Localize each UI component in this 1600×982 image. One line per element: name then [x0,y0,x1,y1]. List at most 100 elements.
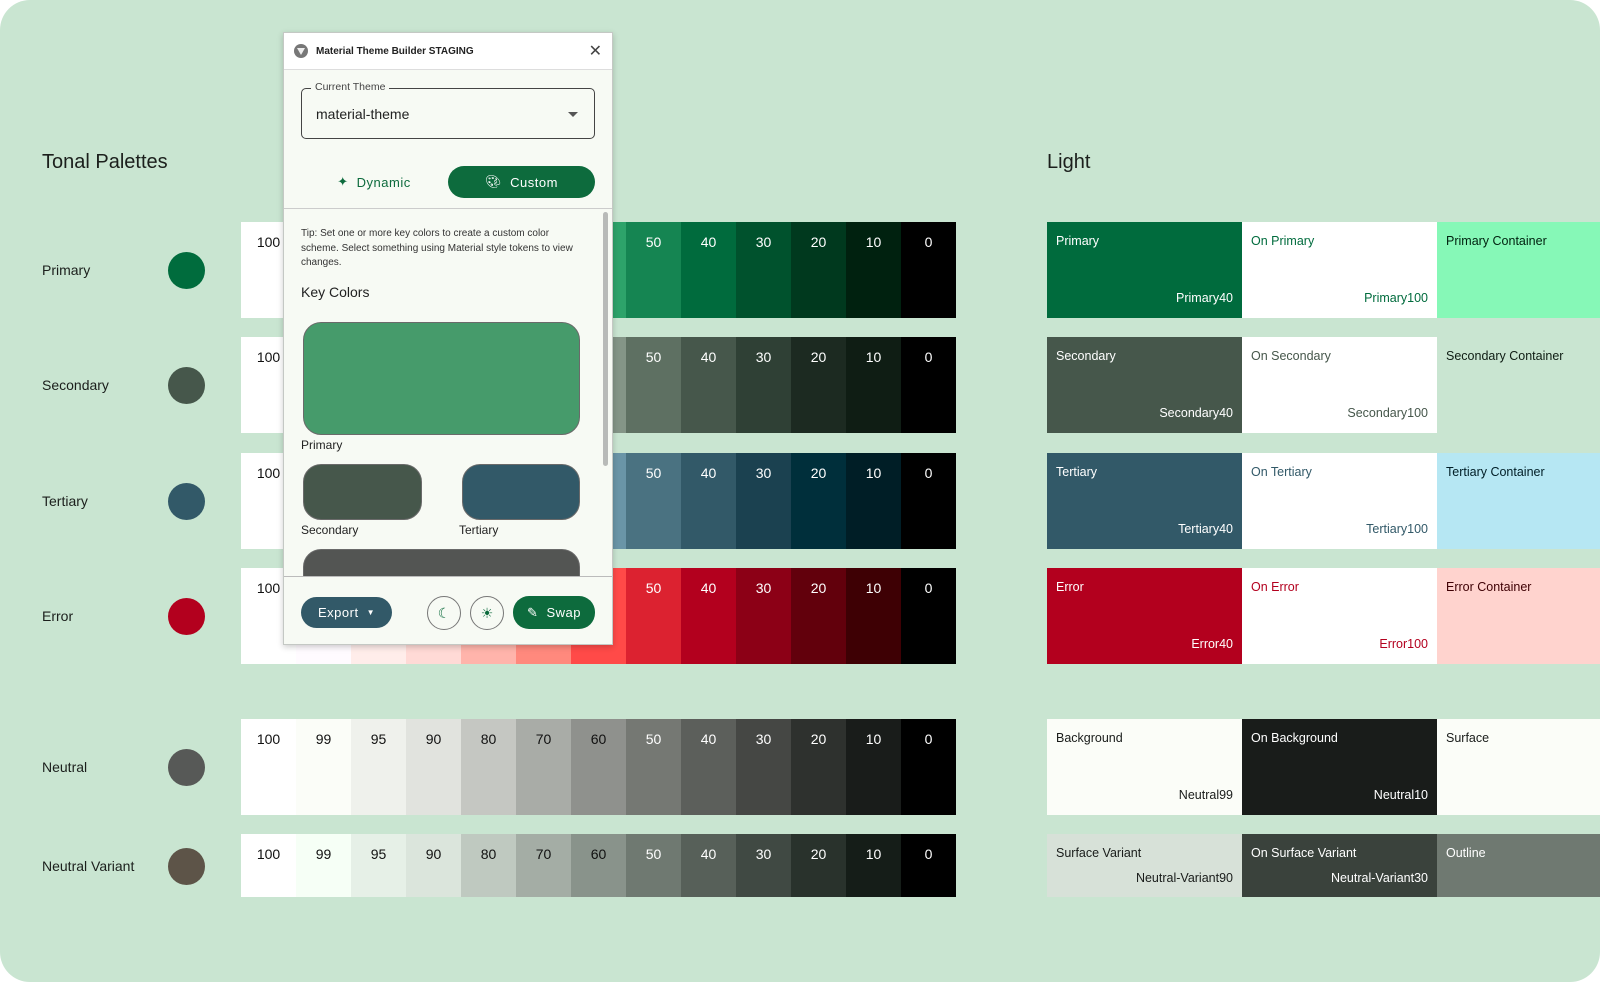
tertiary-key-color-swatch[interactable] [462,464,580,520]
tone-cell[interactable]: 99 [296,834,351,897]
tone-cell[interactable]: 10 [846,453,901,549]
color-role-primary-container[interactable]: Primary ContainerP [1437,222,1600,318]
tone-cell[interactable]: 20 [791,719,846,815]
tone-cell[interactable]: 10 [846,222,901,318]
tone-cell[interactable]: 20 [791,568,846,664]
color-role-on-background[interactable]: On Background Neutral10 [1242,719,1437,815]
tertiary-palette-label: Tertiary [42,493,88,509]
tone-cell[interactable]: 10 [846,568,901,664]
color-role-background[interactable]: Background Neutral99 [1047,719,1242,815]
moon-icon: ☾ [437,604,451,621]
tone-cell[interactable]: 40 [681,834,736,897]
primary-key-color-dot[interactable] [168,252,205,289]
tone-cell[interactable]: 50 [626,568,681,664]
close-icon[interactable]: ✕ [588,43,602,60]
tone-cell[interactable]: 60 [571,834,626,897]
tone-cell[interactable]: 30 [736,719,791,815]
scrollbar[interactable] [603,212,608,466]
color-role-on-tertiary[interactable]: On Tertiary Tertiary100 [1242,453,1437,549]
tone-cell[interactable]: 80 [461,719,516,815]
tone-cell[interactable]: 30 [736,222,791,318]
tone-cell[interactable]: 100 [241,719,296,815]
color-role-error[interactable]: Error Error40 [1047,568,1242,664]
dark-mode-button[interactable]: ☾ [427,596,461,630]
tone-cell[interactable]: 40 [681,337,736,433]
primary-key-color-swatch[interactable] [303,322,580,435]
color-role-primary[interactable]: Primary Primary40 [1047,222,1242,318]
tone-cell[interactable]: 0 [901,337,956,433]
tone-cell[interactable]: 40 [681,453,736,549]
tone-cell[interactable]: 90 [406,719,461,815]
color-role-tertiary[interactable]: Tertiary Tertiary40 [1047,453,1242,549]
tone-cell[interactable]: 30 [736,337,791,433]
current-theme-select[interactable]: Current Theme material-theme [301,81,595,139]
tone-cell[interactable]: 20 [791,222,846,318]
dynamic-tab[interactable]: ✦ Dynamic [324,166,424,198]
tone-cell[interactable]: 100 [241,834,296,897]
export-button[interactable]: Export ▼ [301,597,392,628]
plugin-header: Material Theme Builder STAGING ✕ [284,33,612,70]
plugin-footer: Export ▼ ☾ ☀ ✎ Swap [284,576,612,644]
tone-cell[interactable]: 10 [846,719,901,815]
light-mode-button[interactable]: ☀ [470,596,504,630]
tone-cell[interactable]: 50 [626,453,681,549]
secondary-swatch-label: Secondary [301,523,359,537]
role-token: Tertiary40 [1178,522,1233,536]
color-role-secondary[interactable]: Secondary Secondary40 [1047,337,1242,433]
neutral-variant-key-color-dot[interactable] [168,847,205,885]
neutral-key-color-swatch[interactable] [303,549,580,576]
tone-cell[interactable]: 10 [846,337,901,433]
secondary-key-color-swatch[interactable] [303,464,422,520]
color-role-outline[interactable]: Outline [1437,834,1600,897]
tone-cell[interactable]: 0 [901,453,956,549]
error-key-color-dot[interactable] [168,598,205,635]
custom-tab[interactable]: 🎨︎ Custom [448,166,595,198]
tone-cell[interactable]: 0 [901,222,956,318]
color-role-surface[interactable]: SurfaceN [1437,719,1600,815]
tone-cell[interactable]: 0 [901,834,956,897]
tone-cell[interactable]: 90 [406,834,461,897]
tertiary-key-color-dot[interactable] [168,483,205,520]
role-name: Error Container [1446,580,1532,594]
color-role-error-container[interactable]: Error Container [1437,568,1600,664]
magic-wand-icon: ✎ [527,604,539,620]
color-role-on-surface-variant[interactable]: On Surface Variant Neutral-Variant30 [1242,834,1437,897]
tone-cell[interactable]: 30 [736,453,791,549]
tone-cell[interactable]: 50 [626,834,681,897]
tone-cell[interactable]: 30 [736,834,791,897]
tone-cell[interactable]: 0 [901,719,956,815]
tone-cell[interactable]: 30 [736,568,791,664]
color-role-on-error[interactable]: On Error Error100 [1242,568,1437,664]
tone-cell[interactable]: 80 [461,834,516,897]
tone-cell[interactable]: 40 [681,222,736,318]
tone-cell[interactable]: 10 [846,834,901,897]
tone-cell[interactable]: 70 [516,834,571,897]
role-token: Neutral10 [1373,788,1428,802]
secondary-key-color-dot[interactable] [168,367,205,404]
tone-cell[interactable]: 50 [626,222,681,318]
color-role-on-secondary[interactable]: On Secondary Secondary100 [1242,337,1437,433]
tone-cell[interactable]: 40 [681,719,736,815]
tone-cell[interactable]: 50 [626,337,681,433]
role-name: Tertiary Container [1446,465,1545,479]
tone-cell[interactable]: 95 [351,719,406,815]
swap-button[interactable]: ✎ Swap [513,596,595,629]
tone-cell[interactable]: 50 [626,719,681,815]
tone-cell[interactable]: 70 [516,719,571,815]
neutral-key-color-dot[interactable] [168,749,205,786]
tone-cell[interactable]: 99 [296,719,351,815]
tone-cell[interactable]: 20 [791,834,846,897]
tone-cell[interactable]: 60 [571,719,626,815]
primary-palette-label: Primary [42,262,91,278]
color-role-surface-variant[interactable]: Surface Variant Neutral-Variant90 [1047,834,1242,897]
plugin-scroll-area[interactable]: Tip: Set one or more key colors to creat… [284,208,612,576]
sparkle-icon: ✦ [337,174,349,189]
tone-cell[interactable]: 40 [681,568,736,664]
tone-cell[interactable]: 95 [351,834,406,897]
tone-cell[interactable]: 20 [791,453,846,549]
color-role-on-primary[interactable]: On Primary Primary100 [1242,222,1437,318]
tone-cell[interactable]: 0 [901,568,956,664]
tone-cell[interactable]: 20 [791,337,846,433]
